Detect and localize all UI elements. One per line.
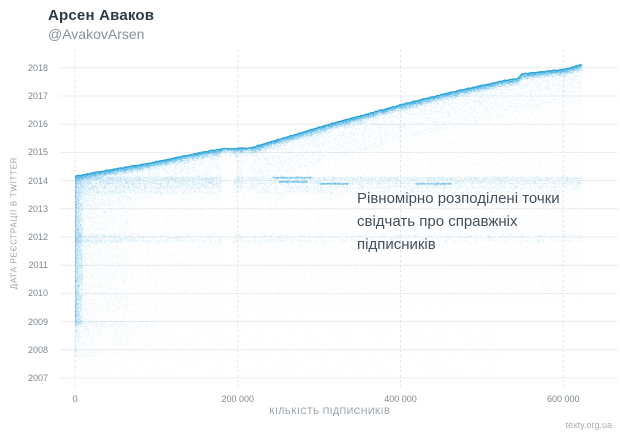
y-tick-label: 2012 (27, 232, 48, 242)
y-tick-label: 2014 (27, 175, 48, 186)
chart-title: Арсен Аваков (48, 7, 155, 24)
x-tick-label: 0 (72, 394, 78, 404)
twitter-handle: @AvakovArsen (48, 26, 145, 42)
watermark: texty.org.ua (565, 420, 612, 430)
y-tick-label: 2015 (27, 147, 48, 158)
annotation-line: Рівномірно розподілені точки (357, 190, 560, 207)
y-tick-label: 2016 (27, 119, 48, 130)
x-tick-label: 200 000 (221, 394, 255, 404)
annotation-line: підписників (357, 236, 436, 253)
y-tick-label: 2008 (27, 344, 48, 355)
y-tick-label: 2011 (28, 260, 48, 271)
y-tick-label: 2013 (27, 203, 48, 214)
y-tick-label: 2017 (27, 91, 48, 101)
y-tick-label: 2007 (27, 373, 48, 383)
y-tick-label: 2010 (27, 288, 48, 299)
x-tick-label: 600 000 (546, 394, 580, 404)
y-tick-label: 2018 (27, 62, 48, 73)
y-tick-label: 2009 (27, 316, 48, 327)
x-tick-label: 400 000 (384, 394, 417, 404)
annotation-line: свідчать про справжніх (357, 213, 518, 230)
annotation-text: Рівномірно розподілені точки свідчать пр… (357, 187, 560, 256)
x-axis-title: КІЛЬКІСТЬ ПІДПИСНИКІВ (269, 406, 391, 416)
y-axis-title: ДАТА РЕЄСТРАЦІЇ В TWITTER (9, 156, 19, 290)
